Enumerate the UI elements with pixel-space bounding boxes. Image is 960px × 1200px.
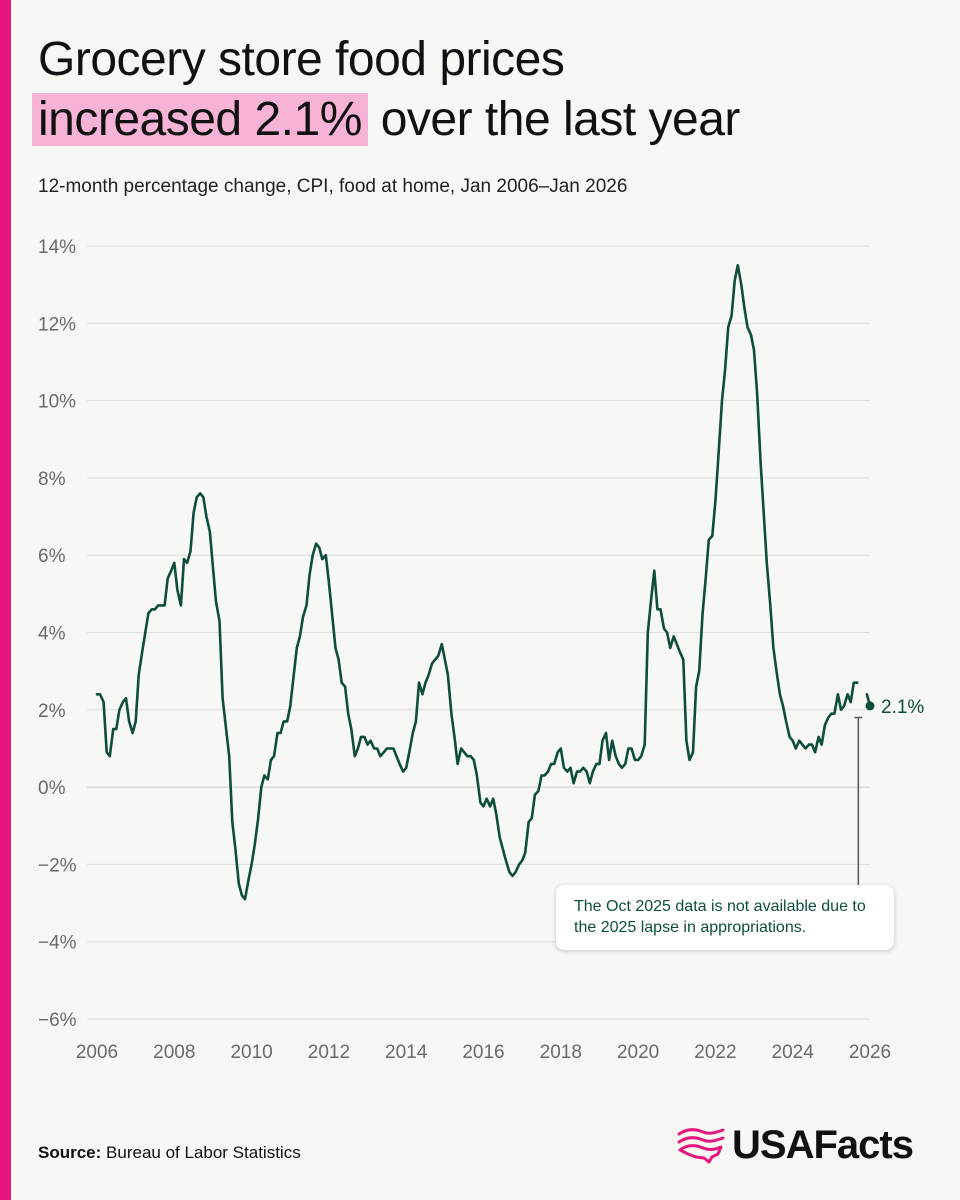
chart-subtitle: 12-month percentage change, CPI, food at… (38, 176, 628, 197)
x-tick-label: 2010 (230, 1042, 272, 1063)
y-tick-label: 12% (38, 314, 76, 335)
y-tick-label: 8% (38, 469, 66, 490)
chart-series (95, 264, 872, 901)
x-axis-ticks: 2006 2008 2010 2012 2014 2016 2018 2020 2022 2024… (76, 1042, 891, 1063)
y-axis-ticks: −6% −4% −2% 0% 2% 4% 6% 8% 10% 12% 14% (38, 237, 77, 1031)
x-tick-label: 2016 (462, 1042, 504, 1063)
x-tick-label: 2024 (772, 1042, 815, 1063)
source-line: Source: Bureau of Labor Statistics (38, 1143, 301, 1163)
title-line-1: Grocery store food prices (38, 33, 565, 86)
line-chart: −6% −4% −2% 0% 2% 4% 6% 8% 10% 12% 14% 2006 2008 201… (38, 237, 924, 1063)
x-tick-label: 2018 (540, 1042, 582, 1063)
title-rest: over the last year (367, 93, 741, 146)
usafacts-logo: USAFacts (676, 1120, 914, 1170)
y-tick-label: 6% (38, 546, 66, 567)
y-tick-label: −6% (38, 1010, 77, 1031)
y-tick-label: 4% (38, 624, 66, 645)
x-tick-label: 2006 (76, 1042, 118, 1063)
x-tick-label: 2020 (617, 1042, 659, 1063)
y-tick-label: 0% (38, 778, 66, 799)
x-tick-label: 2022 (694, 1042, 736, 1063)
y-tick-label: 10% (38, 392, 76, 413)
chart-title: Grocery store food prices increased 2.1% … (32, 30, 938, 150)
logo-text: USAFacts (732, 1122, 914, 1167)
x-tick-label: 2026 (849, 1042, 891, 1063)
data-gap-note: The Oct 2025 data is not available due t… (556, 885, 894, 950)
x-tick-label: 2014 (385, 1042, 428, 1063)
source-label: Source: (38, 1143, 102, 1162)
y-tick-label: 2% (38, 701, 66, 722)
y-tick-label: 14% (38, 237, 76, 258)
x-tick-label: 2012 (308, 1042, 350, 1063)
y-tick-label: −2% (38, 855, 77, 876)
title-highlight: increased 2.1% (32, 93, 368, 146)
usa-flag-map-icon (677, 1128, 725, 1164)
y-tick-label: −4% (38, 933, 77, 954)
x-tick-label: 2008 (153, 1042, 195, 1063)
series-line (95, 264, 859, 901)
end-value-label: 2.1% (881, 697, 924, 718)
source-text: Bureau of Labor Statistics (106, 1143, 301, 1162)
accent-bar (0, 0, 11, 1200)
chart-annotations: 2.1% (854, 697, 924, 885)
end-point-marker (865, 701, 875, 711)
